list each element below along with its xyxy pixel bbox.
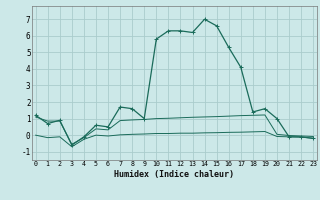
X-axis label: Humidex (Indice chaleur): Humidex (Indice chaleur) [115, 170, 234, 179]
